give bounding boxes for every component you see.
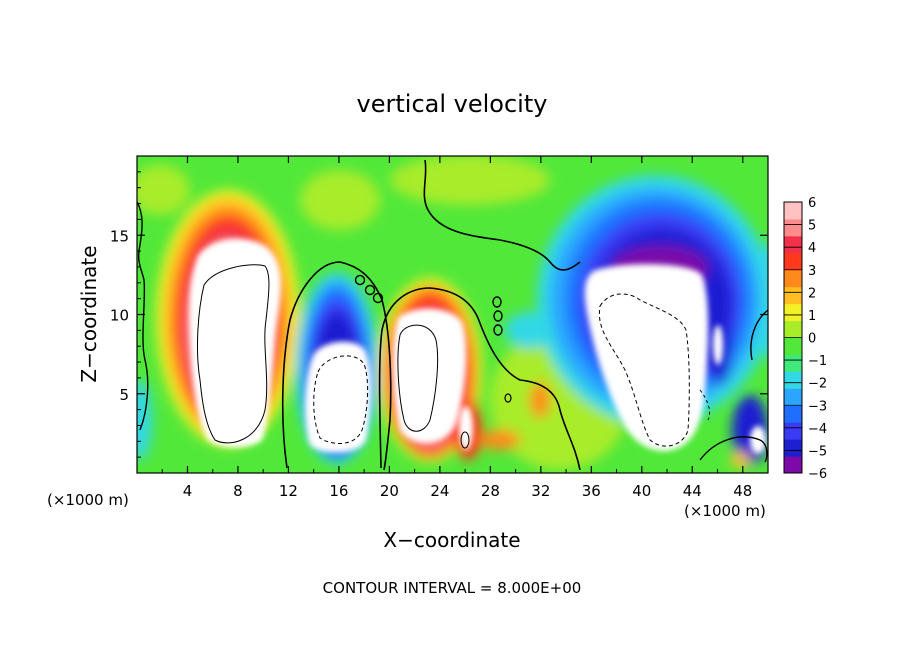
colorbar-label: 3 [808, 264, 816, 279]
colorbar-swatch [784, 439, 802, 457]
x-tick-label: 40 [632, 482, 651, 500]
x-tick-label: 24 [430, 482, 449, 500]
colorbar-swatch [784, 218, 802, 237]
y-axis-label: Z−coordinate [77, 245, 101, 382]
colorbar-label: 5 [808, 219, 816, 234]
x-unit-right: (×1000 m) [684, 502, 766, 520]
colorbar-swatch [784, 456, 802, 474]
y-axis: 5 10 15 [110, 171, 768, 458]
plot-area [137, 156, 768, 473]
x-tick-label: 28 [481, 482, 500, 500]
colorbar-swatch [784, 388, 802, 406]
colorbar-label: −3 [808, 399, 827, 414]
colorbar-label: 2 [808, 286, 816, 301]
x-unit-left: (×1000 m) [47, 491, 129, 509]
colorbar-swatch [784, 354, 802, 372]
x-tick-label: 48 [733, 482, 752, 500]
colorbar-swatch [784, 371, 802, 389]
colorbar-swatch [784, 405, 802, 423]
x-axis: 4 8 12 16 20 24 28 32 36 40 44 48 [161, 156, 752, 500]
colorbar-swatch [784, 202, 802, 220]
x-tick-label: 4 [183, 482, 193, 500]
y-tick-label: 5 [119, 386, 129, 404]
x-axis-label: X−coordinate [383, 528, 520, 552]
x-tick-label: 20 [380, 482, 399, 500]
colorbar-label: 6 [808, 196, 816, 211]
x-tick-label: 12 [279, 482, 298, 500]
chart-title: vertical velocity [357, 90, 548, 118]
contour-lines [137, 159, 768, 471]
x-tick-label: 36 [582, 482, 601, 500]
colorbar-swatch [784, 235, 802, 254]
field-cores [189, 238, 766, 454]
colorbar-swatch [784, 252, 802, 271]
colorbar-label: 0 [808, 332, 816, 347]
colorbar-swatch [784, 303, 802, 322]
colorbar-label: −1 [808, 354, 827, 369]
colorbar-label: −4 [808, 422, 827, 437]
colorbar-swatch [784, 269, 802, 288]
colorbar-label: −5 [808, 444, 827, 459]
colorbar-swatch [784, 320, 802, 338]
colorbar-label: 4 [808, 241, 816, 256]
colorbar: 6 5 4 3 2 1 0 −1 −2 −3 −4 −5 −6 [783, 196, 827, 482]
colorbar-swatch [784, 286, 802, 305]
colorbar-label: −6 [808, 467, 827, 482]
x-tick-label: 44 [683, 482, 702, 500]
colorbar-swatch [784, 422, 802, 440]
x-tick-label: 8 [233, 482, 243, 500]
colorbar-label: −2 [808, 377, 827, 392]
contour-interval-note: CONTOUR INTERVAL = 8.000E+00 [323, 579, 582, 597]
colorbar-label: 1 [808, 309, 816, 324]
y-tick-label: 15 [110, 227, 129, 245]
y-tick-label: 10 [110, 307, 129, 325]
x-tick-label: 16 [329, 482, 348, 500]
x-tick-label: 32 [531, 482, 550, 500]
colorbar-swatch [784, 337, 802, 355]
